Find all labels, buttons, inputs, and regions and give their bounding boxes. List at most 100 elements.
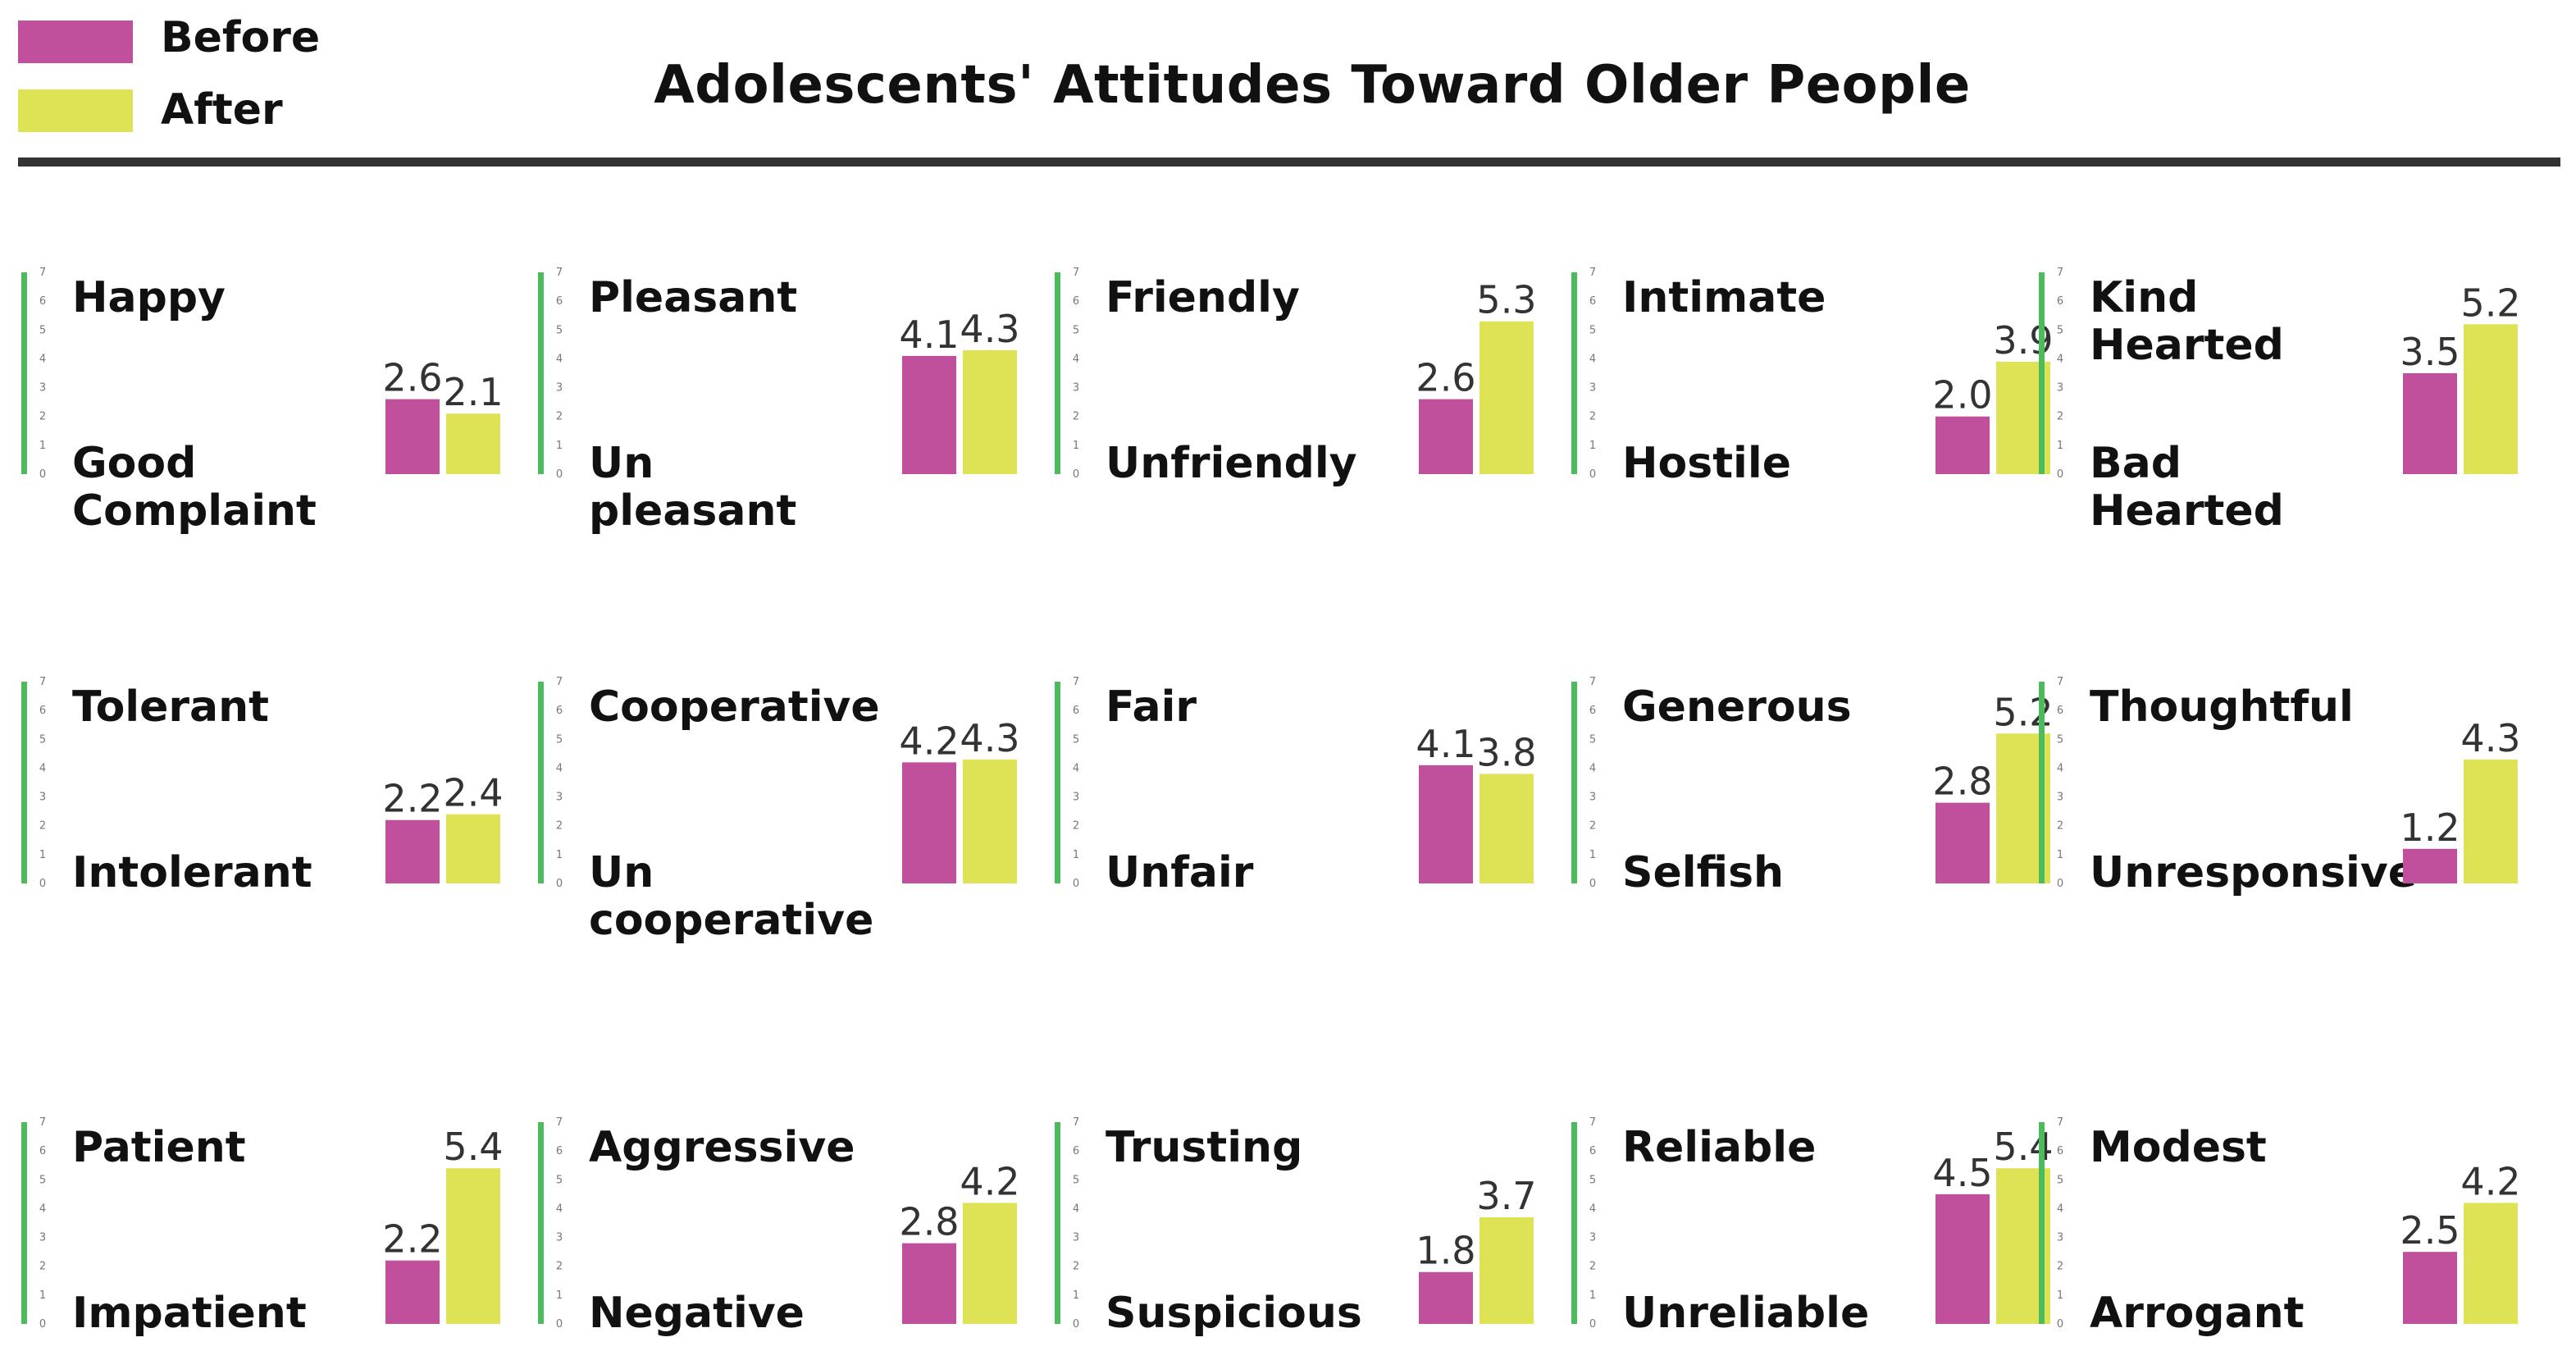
y-tick-label: 3	[556, 792, 563, 804]
y-tick-label: 0	[39, 878, 46, 890]
positive-pole-label: Tolerant	[72, 682, 269, 732]
y-tick-label: 1	[2057, 849, 2063, 861]
before-bar	[2403, 848, 2457, 883]
y-tick-label: 3	[1589, 382, 1596, 395]
positive-pole-label: Cooperative	[589, 682, 880, 732]
after-bar	[446, 1168, 500, 1324]
y-tick-label: 4	[556, 762, 563, 774]
y-tick-label: 4	[39, 762, 46, 774]
y-tick-label: 7	[39, 676, 46, 688]
y-axis-line	[21, 272, 27, 474]
y-tick-label: 7	[1073, 267, 1079, 279]
y-tick-label: 5	[1589, 324, 1596, 336]
y-tick-label: 6	[39, 295, 46, 308]
y-tick-label: 7	[556, 676, 563, 688]
y-tick-label: 5	[2057, 733, 2063, 746]
negative-pole-label: cooperative	[589, 896, 873, 945]
y-tick-label: 7	[1589, 676, 1596, 688]
y-tick-label: 0	[1589, 878, 1596, 890]
positive-pole-label: Modest	[2090, 1123, 2267, 1172]
y-tick-label: 2	[556, 1261, 563, 1273]
after-bar	[963, 349, 1017, 474]
y-tick-label: 0	[1589, 1318, 1596, 1330]
y-tick-label: 3	[556, 1232, 563, 1244]
y-axis-line	[1571, 682, 1577, 883]
after-value-label: 4.2	[960, 1159, 1019, 1203]
y-tick-label: 2	[39, 411, 46, 423]
y-tick-label: 7	[1589, 1116, 1596, 1129]
y-axis-line	[21, 1122, 27, 1324]
y-tick-label: 4	[1073, 1203, 1079, 1215]
after-value-label: 4.3	[960, 716, 1019, 760]
positive-pole-label: Friendly	[1106, 273, 1300, 322]
y-tick-label: 3	[39, 382, 46, 395]
panel: 0 1 2 3 4 5 6 7 Modest Arrogant 2.54.2	[2039, 1116, 2521, 1338]
y-tick-label: 4	[39, 1203, 46, 1215]
after-bar	[446, 413, 500, 474]
y-tick-label: 6	[1589, 705, 1596, 717]
y-tick-label: 4	[1073, 762, 1079, 774]
positive-pole-label: Patient	[72, 1123, 246, 1172]
after-bar	[2464, 324, 2518, 474]
before-bar	[385, 1260, 440, 1324]
y-axis-line	[1055, 682, 1060, 883]
y-tick-label: 3	[556, 382, 563, 395]
y-tick-label: 5	[39, 324, 46, 336]
y-axis-line	[2039, 1122, 2045, 1324]
before-value-label: 2.6	[1416, 356, 1475, 400]
legend-after-label: After	[161, 85, 283, 135]
before-value-label: 4.1	[1416, 722, 1475, 766]
after-value-label: 4.3	[960, 307, 1019, 351]
negative-pole-label: Unreliable	[1622, 1289, 1869, 1338]
y-tick-label: 4	[39, 353, 46, 365]
negative-pole-label: Bad	[2090, 439, 2182, 488]
before-bar	[385, 399, 440, 474]
y-tick-label: 2	[2057, 411, 2063, 423]
y-tick-label: 1	[556, 440, 563, 452]
y-tick-label: 3	[2057, 382, 2063, 395]
before-value-label: 4.1	[899, 313, 959, 357]
positive-pole-label: Happy	[72, 273, 226, 322]
y-tick-label: 6	[1073, 705, 1079, 717]
y-tick-label: 1	[1073, 849, 1079, 861]
y-tick-label: 2	[1589, 1261, 1596, 1273]
positive-pole-label: Hearted	[2090, 321, 2284, 370]
y-tick-label: 2	[39, 820, 46, 833]
y-tick-label: 6	[1073, 1145, 1079, 1157]
y-axis-line	[1571, 1122, 1577, 1324]
y-tick-label: 2	[1073, 820, 1079, 833]
y-tick-label: 1	[1589, 440, 1596, 452]
y-tick-label: 3	[2057, 1232, 2063, 1244]
y-tick-label: 0	[556, 1318, 563, 1330]
after-bar	[1479, 774, 1534, 883]
y-tick-label: 1	[39, 440, 46, 452]
y-tick-label: 6	[2057, 1145, 2063, 1157]
after-bar	[1479, 1216, 1534, 1324]
after-value-label: 4.2	[2460, 1159, 2520, 1203]
panel: 0 1 2 3 4 5 6 7 Tolerant Intolerant 2.2 2.4	[21, 676, 504, 897]
before-bar	[902, 1243, 956, 1324]
y-tick-label: 7	[39, 267, 46, 279]
legend-after-swatch	[18, 89, 133, 132]
negative-pole-label: Good	[72, 439, 196, 488]
before-bar	[1419, 1271, 1473, 1324]
y-tick-label: 6	[1589, 295, 1596, 308]
y-tick-label: 3	[39, 792, 46, 804]
positive-pole-label: Kind	[2090, 273, 2198, 322]
title-divider	[18, 157, 2560, 167]
negative-pole-label: Negative	[589, 1289, 805, 1338]
y-tick-label: 7	[2057, 1116, 2063, 1129]
negative-pole-label: Hostile	[1622, 439, 1791, 488]
legend-before-swatch	[18, 21, 133, 63]
before-value-label: 4.2	[899, 719, 959, 763]
negative-pole-label: Un	[589, 848, 654, 897]
y-tick-label: 1	[1589, 1289, 1596, 1302]
y-tick-label: 3	[1589, 1232, 1596, 1244]
y-tick-label: 5	[39, 1174, 46, 1186]
y-axis-line	[538, 272, 544, 474]
